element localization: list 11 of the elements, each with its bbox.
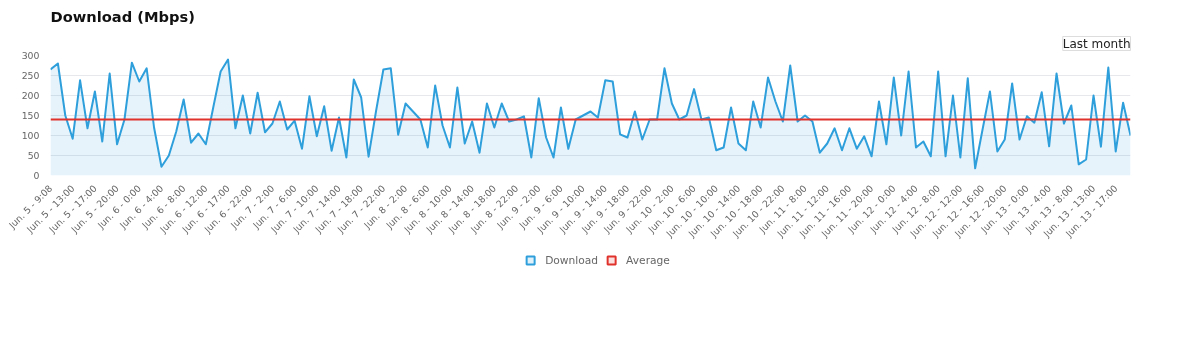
y-tick-label: 0 xyxy=(33,170,40,181)
y-tick-label: 250 xyxy=(21,70,40,81)
y-tick-label: 300 xyxy=(21,50,40,61)
y-tick-label: 100 xyxy=(21,130,40,141)
legend-label: Average xyxy=(626,253,670,267)
legend-label: Download xyxy=(545,253,599,267)
y-tick-label: 50 xyxy=(27,150,40,161)
chart-title: Download (Mbps) xyxy=(50,7,195,25)
y-tick-label: 200 xyxy=(21,90,40,101)
y-tick-label: 150 xyxy=(21,110,40,121)
text: Last month xyxy=(1062,36,1131,51)
